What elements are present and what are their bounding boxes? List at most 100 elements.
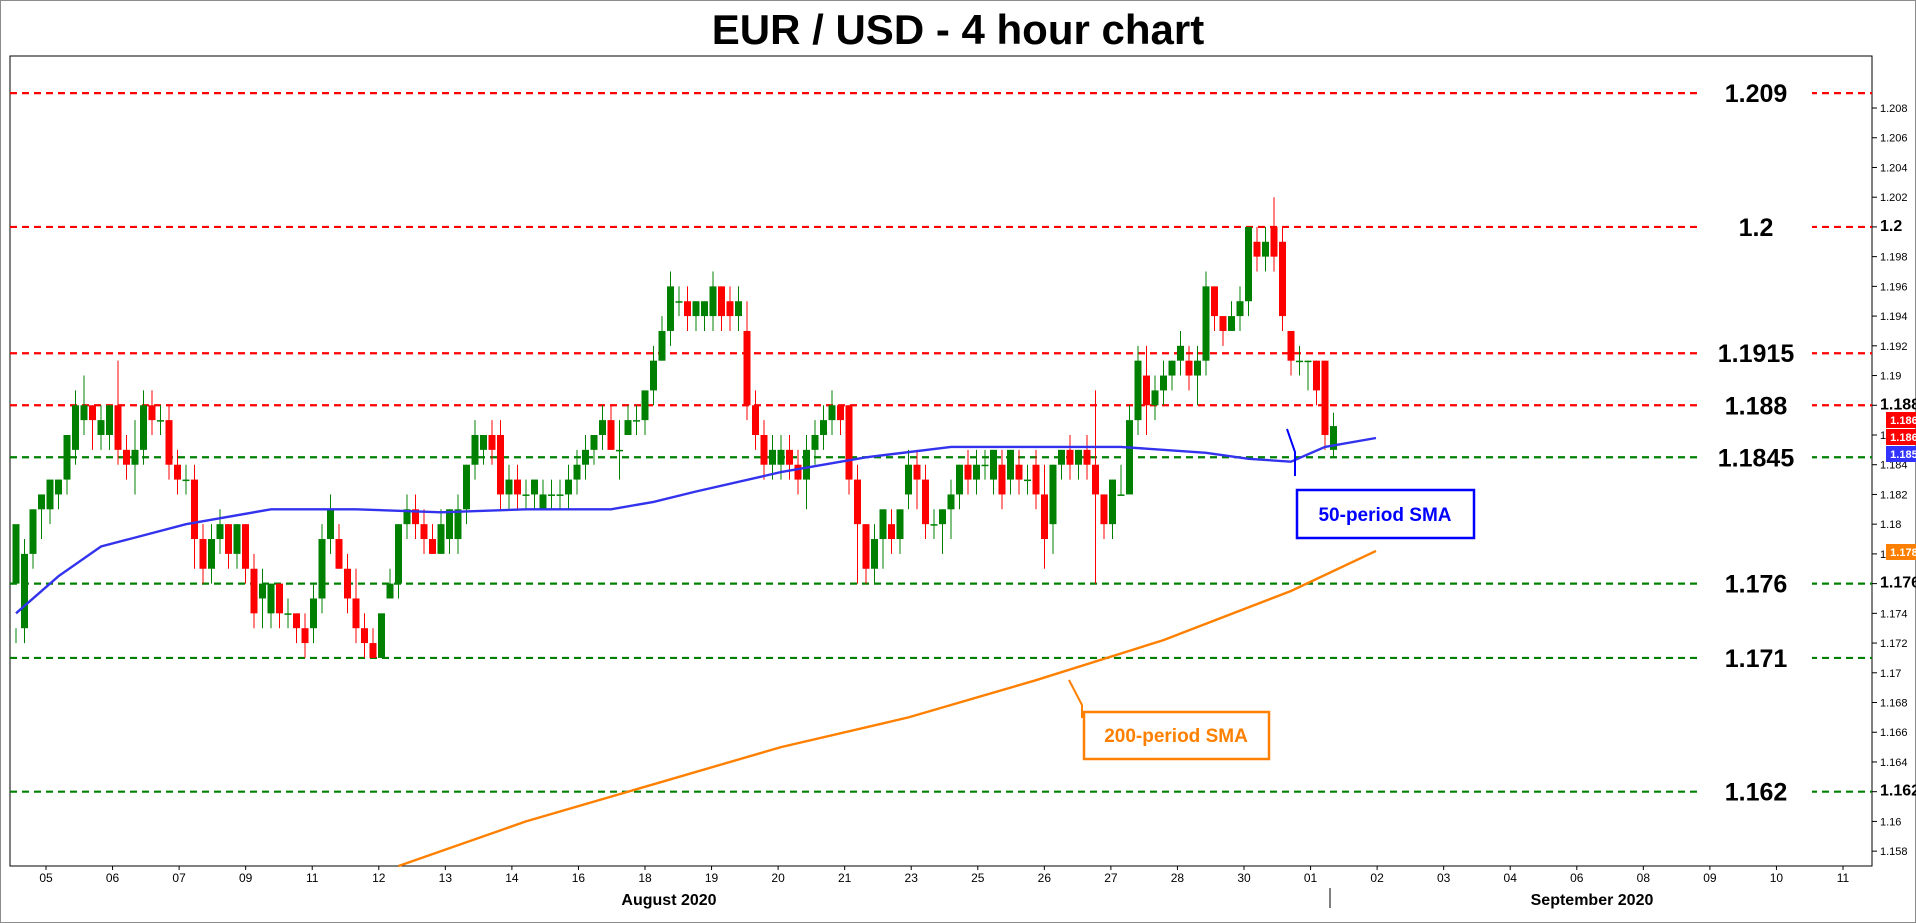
candle-body [811, 434, 819, 450]
candle-body [446, 509, 453, 540]
y-tick-label: 1.202 [1880, 192, 1908, 204]
y-tick-label: 1.19 [1880, 371, 1901, 383]
candle-body [845, 405, 853, 480]
x-tick-label: 14 [505, 871, 519, 885]
x-tick-label: 27 [1104, 871, 1118, 885]
x-tick-label: 11 [306, 871, 319, 885]
candle-body [1007, 449, 1014, 480]
candle-body [46, 479, 54, 510]
candle-body [1228, 316, 1235, 331]
candle-body [675, 301, 683, 303]
level-label-bg [1700, 79, 1812, 108]
x-tick-label: 09 [239, 871, 253, 885]
x-period-label: August 2020 [621, 892, 716, 909]
candle-body [573, 464, 581, 480]
candle-body [284, 613, 292, 615]
x-tick-label: 13 [439, 871, 453, 885]
level-label-bg [1700, 569, 1812, 598]
x-tick-label: 07 [172, 871, 186, 885]
x-tick-label: 08 [1637, 871, 1651, 885]
candle-body [930, 524, 938, 526]
candle-body [72, 405, 79, 450]
candle-body [1296, 360, 1303, 363]
candle-body [471, 434, 479, 465]
candle-body [1321, 360, 1329, 435]
candle-body [1058, 449, 1065, 465]
candle-body [403, 509, 411, 525]
level-label: 1.1845 [1718, 444, 1795, 472]
candle-body [63, 434, 71, 480]
level-label: 1.188 [1725, 392, 1788, 420]
candle-body [497, 434, 504, 495]
candle-body [905, 464, 912, 495]
candle-body [964, 464, 972, 480]
candle-body [777, 449, 785, 465]
sma-line [398, 549, 1377, 868]
candle-body [1134, 360, 1142, 421]
candle-body [191, 479, 198, 540]
annotation-leader [1068, 679, 1083, 718]
candle-body [1151, 390, 1159, 406]
candle-body [335, 539, 343, 569]
y-tick-label: 1.188 [1880, 396, 1916, 413]
candle-body [412, 509, 419, 525]
candle-body [658, 330, 666, 361]
candle-body [641, 390, 649, 421]
y-tick-label: 1.198 [1880, 252, 1908, 264]
candle-body [1143, 375, 1150, 406]
candle-body [1202, 286, 1210, 361]
candle-body [990, 449, 997, 480]
price-tag-label: 1.1866 [1890, 432, 1916, 444]
candle-body [386, 583, 394, 599]
x-period-label: September 2020 [1531, 892, 1654, 909]
candle-body [437, 524, 445, 554]
candle-body [369, 643, 377, 658]
candle-body [131, 449, 139, 465]
candle-body [242, 524, 249, 569]
candle-body [556, 494, 564, 496]
candle-body [352, 598, 360, 629]
y-tick-label: 1.16 [1880, 816, 1901, 828]
candle-body [828, 405, 836, 421]
candle-body [454, 509, 462, 540]
candle-body [463, 464, 470, 510]
y-tick-label: 1.174 [1880, 608, 1908, 620]
candle-body [760, 434, 768, 465]
y-tick-label: 1.182 [1880, 489, 1908, 501]
candle-body [973, 464, 980, 480]
candle-body [310, 598, 317, 629]
candle-body [208, 539, 215, 569]
candle-body [667, 286, 674, 331]
annotation-box [1295, 488, 1476, 540]
candle-body [1109, 479, 1116, 525]
candle-body [624, 420, 632, 435]
level-label: 1.176 [1725, 571, 1788, 599]
candle-body [1075, 449, 1082, 465]
y-tick-label: 1.206 [1880, 133, 1908, 145]
price-tag-label: 1.1782 [1890, 547, 1916, 559]
candle-body [480, 434, 487, 450]
x-tick-label: 23 [905, 871, 919, 885]
level-label-bg [1700, 391, 1812, 420]
candle-body [1177, 345, 1184, 361]
level-label-bg [1700, 777, 1812, 806]
x-tick-label: 16 [572, 871, 586, 885]
candle-body [140, 405, 147, 450]
candle-body [998, 464, 1006, 495]
candle-body [939, 509, 946, 525]
y-tick-label: 1.166 [1880, 727, 1908, 739]
x-tick-label: 26 [1038, 871, 1052, 885]
candle-body [896, 509, 904, 540]
candle-body [395, 524, 402, 584]
candle-body [1168, 360, 1176, 376]
price-tag [1886, 446, 1916, 462]
candle-body [1287, 330, 1295, 361]
level-label-bg [1700, 212, 1812, 241]
candle-body [862, 524, 870, 569]
level-label: 1.2 [1739, 214, 1774, 242]
candle-body [1270, 226, 1278, 257]
candle-body [709, 286, 717, 317]
x-tick-label: 19 [705, 871, 719, 885]
x-tick-label: 25 [971, 871, 985, 885]
candle-body [106, 405, 113, 435]
